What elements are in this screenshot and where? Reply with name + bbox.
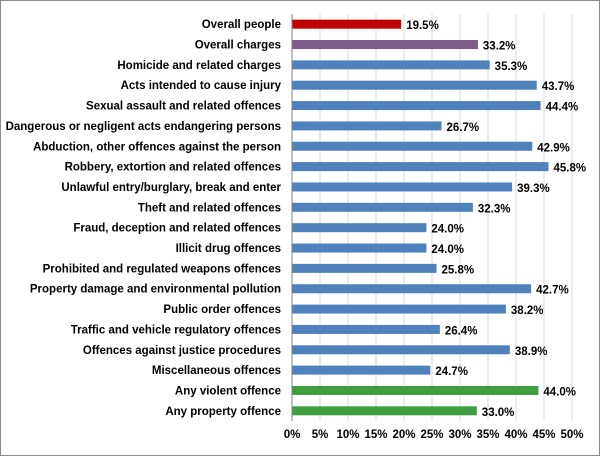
value-label: 44.0% [543, 386, 576, 398]
bar [292, 101, 541, 111]
value-label: 43.7% [542, 81, 575, 93]
category-labels: Overall people Overall charges Homicide an… [6, 19, 282, 418]
bar [292, 202, 473, 212]
bar [292, 263, 437, 273]
bars [292, 19, 549, 416]
category-label: Any violent offence [175, 385, 281, 397]
bar [292, 243, 427, 253]
bar [292, 40, 478, 50]
grid-lines [319, 14, 573, 421]
x-tick-label: 20% [392, 429, 415, 441]
category-label: Miscellaneous offences [152, 365, 281, 377]
value-label: 24.0% [431, 244, 464, 256]
x-tick-label: 15% [364, 429, 387, 441]
bar [292, 304, 506, 314]
value-label: 45.8% [553, 163, 586, 175]
value-label: 24.7% [435, 366, 468, 378]
bar [292, 284, 532, 294]
bar [292, 60, 490, 70]
x-tick-label: 0% [284, 429, 301, 441]
x-tick-label: 40% [504, 429, 527, 441]
x-tick-label: 10% [336, 429, 359, 441]
category-label: Robbery, extortion and related offences [65, 162, 281, 174]
value-label: 24.0% [431, 224, 464, 236]
category-label: Public order offences [163, 304, 281, 316]
category-label: Fraud, deception and related offences [73, 223, 281, 235]
value-label: 32.3% [478, 203, 511, 215]
category-label: Overall charges [195, 40, 281, 52]
bar [292, 345, 510, 355]
bar [292, 406, 477, 416]
x-tick-label: 25% [420, 429, 443, 441]
bar [292, 365, 431, 375]
value-label: 39.3% [517, 183, 550, 195]
bar [292, 80, 537, 90]
value-label: 25.8% [441, 264, 474, 276]
value-label: 19.5% [406, 20, 439, 32]
x-axis-tick-labels: 0% 5% 10% 15% 20% 25% 30% 35% 40% 45% 50% [284, 429, 584, 441]
bar [292, 141, 533, 151]
category-label: Dangerous or negligent acts endangering … [6, 121, 281, 133]
category-label: Theft and related offences [138, 202, 281, 214]
value-label: 35.3% [495, 61, 528, 73]
category-label: Homicide and related charges [117, 60, 281, 72]
value-label: 33.0% [482, 407, 515, 419]
category-label: Acts intended to cause injury [121, 80, 282, 92]
value-label: 33.2% [483, 41, 516, 53]
category-label: Traffic and vehicle regulatory offences [71, 324, 281, 336]
x-tick-label: 45% [532, 429, 555, 441]
bar [292, 162, 549, 172]
bar [292, 121, 442, 131]
value-label: 26.7% [447, 122, 480, 134]
value-label: 44.4% [546, 102, 579, 114]
bar [292, 182, 513, 192]
category-label: Any property offence [165, 406, 281, 418]
x-tick-label: 35% [476, 429, 499, 441]
value-labels: 19.5% 33.2% 35.3% 43.7% 44.4% 26.7% 42.9% 45.8%… [406, 20, 586, 419]
bar [292, 223, 427, 233]
bar [292, 324, 440, 334]
category-label: Illicit drug offences [176, 243, 281, 255]
value-label: 26.4% [445, 325, 478, 337]
value-label: 42.7% [536, 285, 569, 297]
category-label: Property damage and environmental pollut… [30, 284, 281, 296]
category-label: Offences against justice procedures [83, 345, 281, 357]
category-label: Sexual assault and related offences [86, 101, 281, 113]
category-label: Unlawful entry/burglary, break and enter [61, 182, 281, 194]
bar [292, 19, 402, 29]
value-label: 42.9% [537, 142, 570, 154]
category-label: Abduction, other offences against the pe… [33, 141, 281, 153]
category-label: Prohibited and regulated weapons offence… [43, 263, 281, 275]
bar [292, 385, 539, 395]
value-label: 38.2% [511, 305, 544, 317]
category-label: Overall people [202, 19, 281, 31]
x-tick-label: 5% [312, 429, 329, 441]
value-label: 38.9% [515, 346, 548, 358]
x-tick-label: 50% [560, 429, 583, 441]
x-tick-label: 30% [448, 429, 471, 441]
